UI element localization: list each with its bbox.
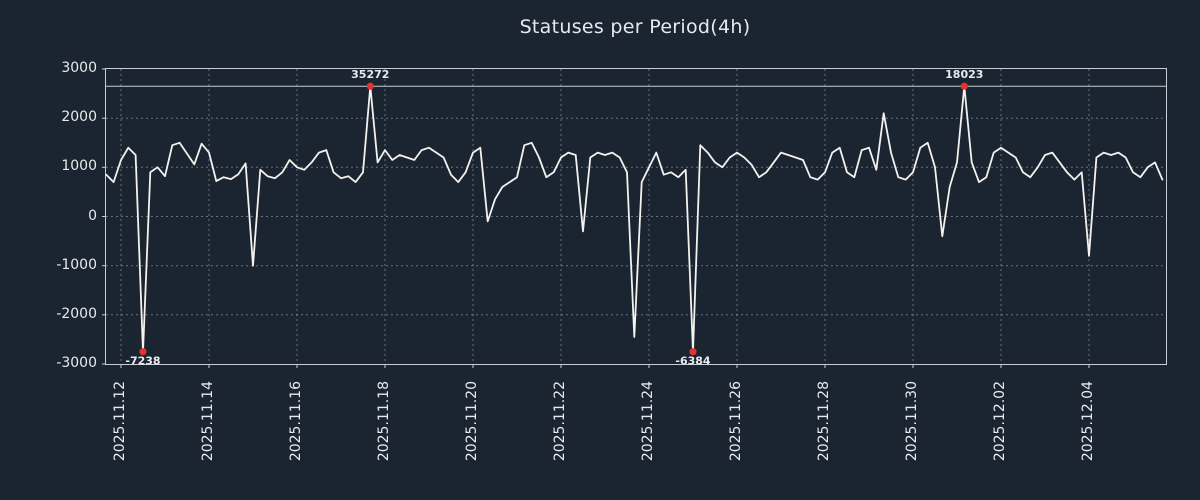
x-tick-label: 2025.12.02 (991, 381, 1008, 462)
y-tick-label: 3000 (61, 60, 97, 76)
y-tick-label: 0 (88, 207, 97, 224)
y-tick-label: -2000 (56, 305, 97, 322)
plot-area: -7238 35272 -6384 18023 (102, 68, 1167, 368)
chart-title: Statuses per Period(4h) (519, 16, 751, 38)
y-tick-label: 2000 (61, 109, 97, 126)
statuses-series-line (105, 85, 1164, 353)
extreme-value-label: -6384 (675, 355, 711, 368)
y-tick-label: -3000 (56, 355, 97, 371)
extreme-marker (689, 348, 697, 356)
x-tick-label: 2025.11.28 (815, 381, 832, 462)
x-tick-label: 2025.11.24 (639, 381, 656, 462)
line-chart: -7238 35272 -6384 18023 (102, 68, 1166, 368)
extreme-marker (960, 82, 968, 90)
x-tick-label: 2025.11.30 (903, 381, 920, 462)
y-tick-label: -1000 (56, 256, 97, 273)
extreme-value-label: -7238 (125, 355, 160, 368)
x-tick-label: 2025.11.20 (463, 381, 480, 462)
extreme-value-label: 18023 (945, 68, 983, 81)
extreme-marker (139, 348, 147, 356)
extreme-marker (366, 82, 374, 90)
x-tick-label: 2025.11.14 (199, 381, 216, 462)
x-tick-label: 2025.11.18 (375, 381, 392, 462)
y-tick-label: 1000 (61, 158, 97, 175)
x-tick-label: 2025.11.12 (111, 381, 128, 462)
x-tick-label: 2025.11.22 (551, 381, 568, 462)
x-tick-label: 2025.11.16 (287, 381, 304, 462)
x-tick-label: 2025.11.26 (727, 381, 744, 462)
extreme-value-label: 35272 (351, 68, 389, 81)
x-tick-label: 2025.12.04 (1079, 381, 1096, 462)
